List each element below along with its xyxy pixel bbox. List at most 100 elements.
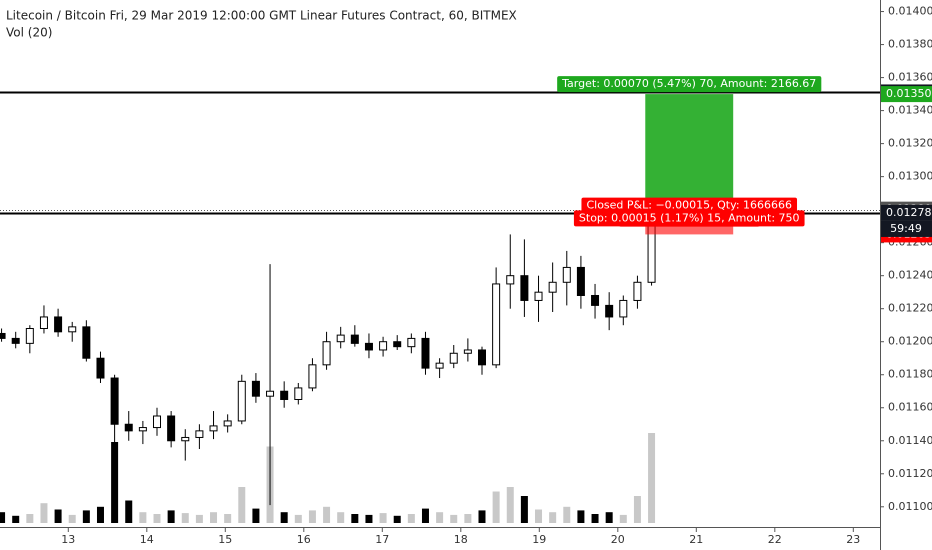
volume-bar: [351, 514, 359, 523]
candle-body: [520, 275, 529, 301]
volume-bar: [181, 513, 189, 523]
volume-bar: [337, 512, 345, 523]
x-tick-label: 18: [454, 533, 468, 546]
candle-body: [308, 364, 317, 389]
volume-bar: [153, 514, 161, 523]
candle-body: [633, 281, 642, 301]
y-tick-label: 0.01160: [888, 401, 932, 414]
candle-body: [364, 342, 373, 351]
volume-bar: [436, 512, 444, 523]
volume-bar: [633, 496, 641, 523]
candle-body: [492, 283, 501, 366]
volume-bar: [577, 510, 585, 523]
candle-body: [463, 349, 472, 354]
volume-bar: [68, 514, 76, 523]
x-tick-label: 23: [846, 533, 860, 546]
y-tick-label: 0.01300: [888, 170, 932, 183]
volume-bar: [379, 513, 387, 523]
candle-body: [11, 337, 20, 344]
volume-bar: [125, 500, 133, 523]
candle-body: [209, 425, 218, 432]
pnl-label: Closed P&L: −0.00015, Qty: 1666666: [586, 199, 792, 212]
volume-bar: [393, 515, 401, 523]
volume-bar: [167, 510, 175, 523]
volume-bar: [82, 510, 90, 523]
x-tick-label: 17: [375, 533, 389, 546]
x-tick-label: 19: [532, 533, 546, 546]
volume-bar: [648, 433, 656, 523]
candle-body: [336, 334, 345, 343]
candle-body: [124, 423, 133, 432]
x-tick-label: 21: [689, 533, 703, 546]
candle-body: [435, 362, 444, 369]
volume-bar: [605, 512, 613, 523]
target-label: Target: 0.00070 (5.47%) 70, Amount: 2166…: [561, 77, 816, 90]
candle-body: [350, 334, 359, 344]
volume-bar: [365, 514, 373, 523]
price-tag-bg: [881, 86, 932, 103]
price-tag-bg: [881, 204, 932, 221]
candle-body: [548, 281, 557, 293]
candle-body: [82, 326, 91, 359]
candle-body: [379, 341, 388, 351]
volume-bar: [450, 514, 458, 523]
volume-bar: [195, 514, 203, 523]
countdown: 59:49: [890, 222, 922, 235]
x-tick-label: 13: [61, 533, 75, 546]
candle-body: [449, 352, 458, 364]
y-tick-label: 0.01380: [888, 38, 932, 51]
volume-bar: [506, 487, 514, 523]
volume-bar: [563, 506, 571, 523]
x-tick-label: 14: [140, 533, 154, 546]
volume-bar: [492, 491, 500, 523]
candle-body: [110, 377, 119, 425]
candle-body: [25, 328, 34, 344]
candle-body: [477, 349, 486, 366]
candle-body: [280, 390, 289, 400]
candle-body: [138, 427, 147, 432]
volume-bar: [619, 514, 627, 523]
candle-body: [54, 316, 63, 333]
y-tick-label: 0.01240: [888, 269, 932, 282]
candle-body: [223, 420, 232, 427]
y-tick-label: 0.01320: [888, 137, 932, 150]
candle-body: [322, 341, 331, 366]
volume-bar: [591, 514, 599, 523]
volume-bar: [464, 514, 472, 523]
x-tick-label: 15: [218, 533, 232, 546]
candle-body: [96, 357, 105, 379]
pnl-label-bg: [581, 197, 798, 214]
volume-bar: [280, 512, 288, 523]
target-zone: [645, 94, 734, 210]
candle-body: [237, 380, 246, 422]
y-tick-label: 0.01400: [888, 5, 932, 18]
y-tick-label: 0.01140: [888, 434, 932, 447]
volume-bar: [26, 514, 34, 523]
x-tick-label: 20: [611, 533, 625, 546]
x-tick-label: 16: [297, 533, 311, 546]
candle-body: [591, 294, 600, 306]
candle-body: [266, 390, 275, 397]
y-tick-label: 0.01360: [888, 71, 932, 84]
volume-bar: [224, 514, 232, 523]
volume-bar: [238, 487, 246, 523]
volume-bar: [210, 512, 218, 523]
volume-bar: [96, 506, 104, 523]
volume-bar: [323, 506, 331, 523]
candle-body: [506, 275, 515, 285]
volume-bar: [54, 509, 62, 523]
y-tick-label: 0.01200: [888, 335, 932, 348]
stop-label: Stop: 0.00015 (1.17%) 15, Amount: 750: [579, 211, 800, 224]
stop-label-bg: [573, 210, 805, 227]
y-tick-label: 0.01180: [888, 368, 932, 381]
candle-body: [619, 299, 628, 318]
volume-bar: [478, 510, 486, 523]
x-tick-label: 22: [768, 533, 782, 546]
volume-bar: [535, 509, 543, 523]
candle-body: [576, 266, 585, 296]
y-tick-label: 0.01340: [888, 104, 932, 117]
candle-body: [153, 415, 162, 429]
volume-bar: [520, 496, 528, 523]
volume-bar: [12, 515, 20, 523]
